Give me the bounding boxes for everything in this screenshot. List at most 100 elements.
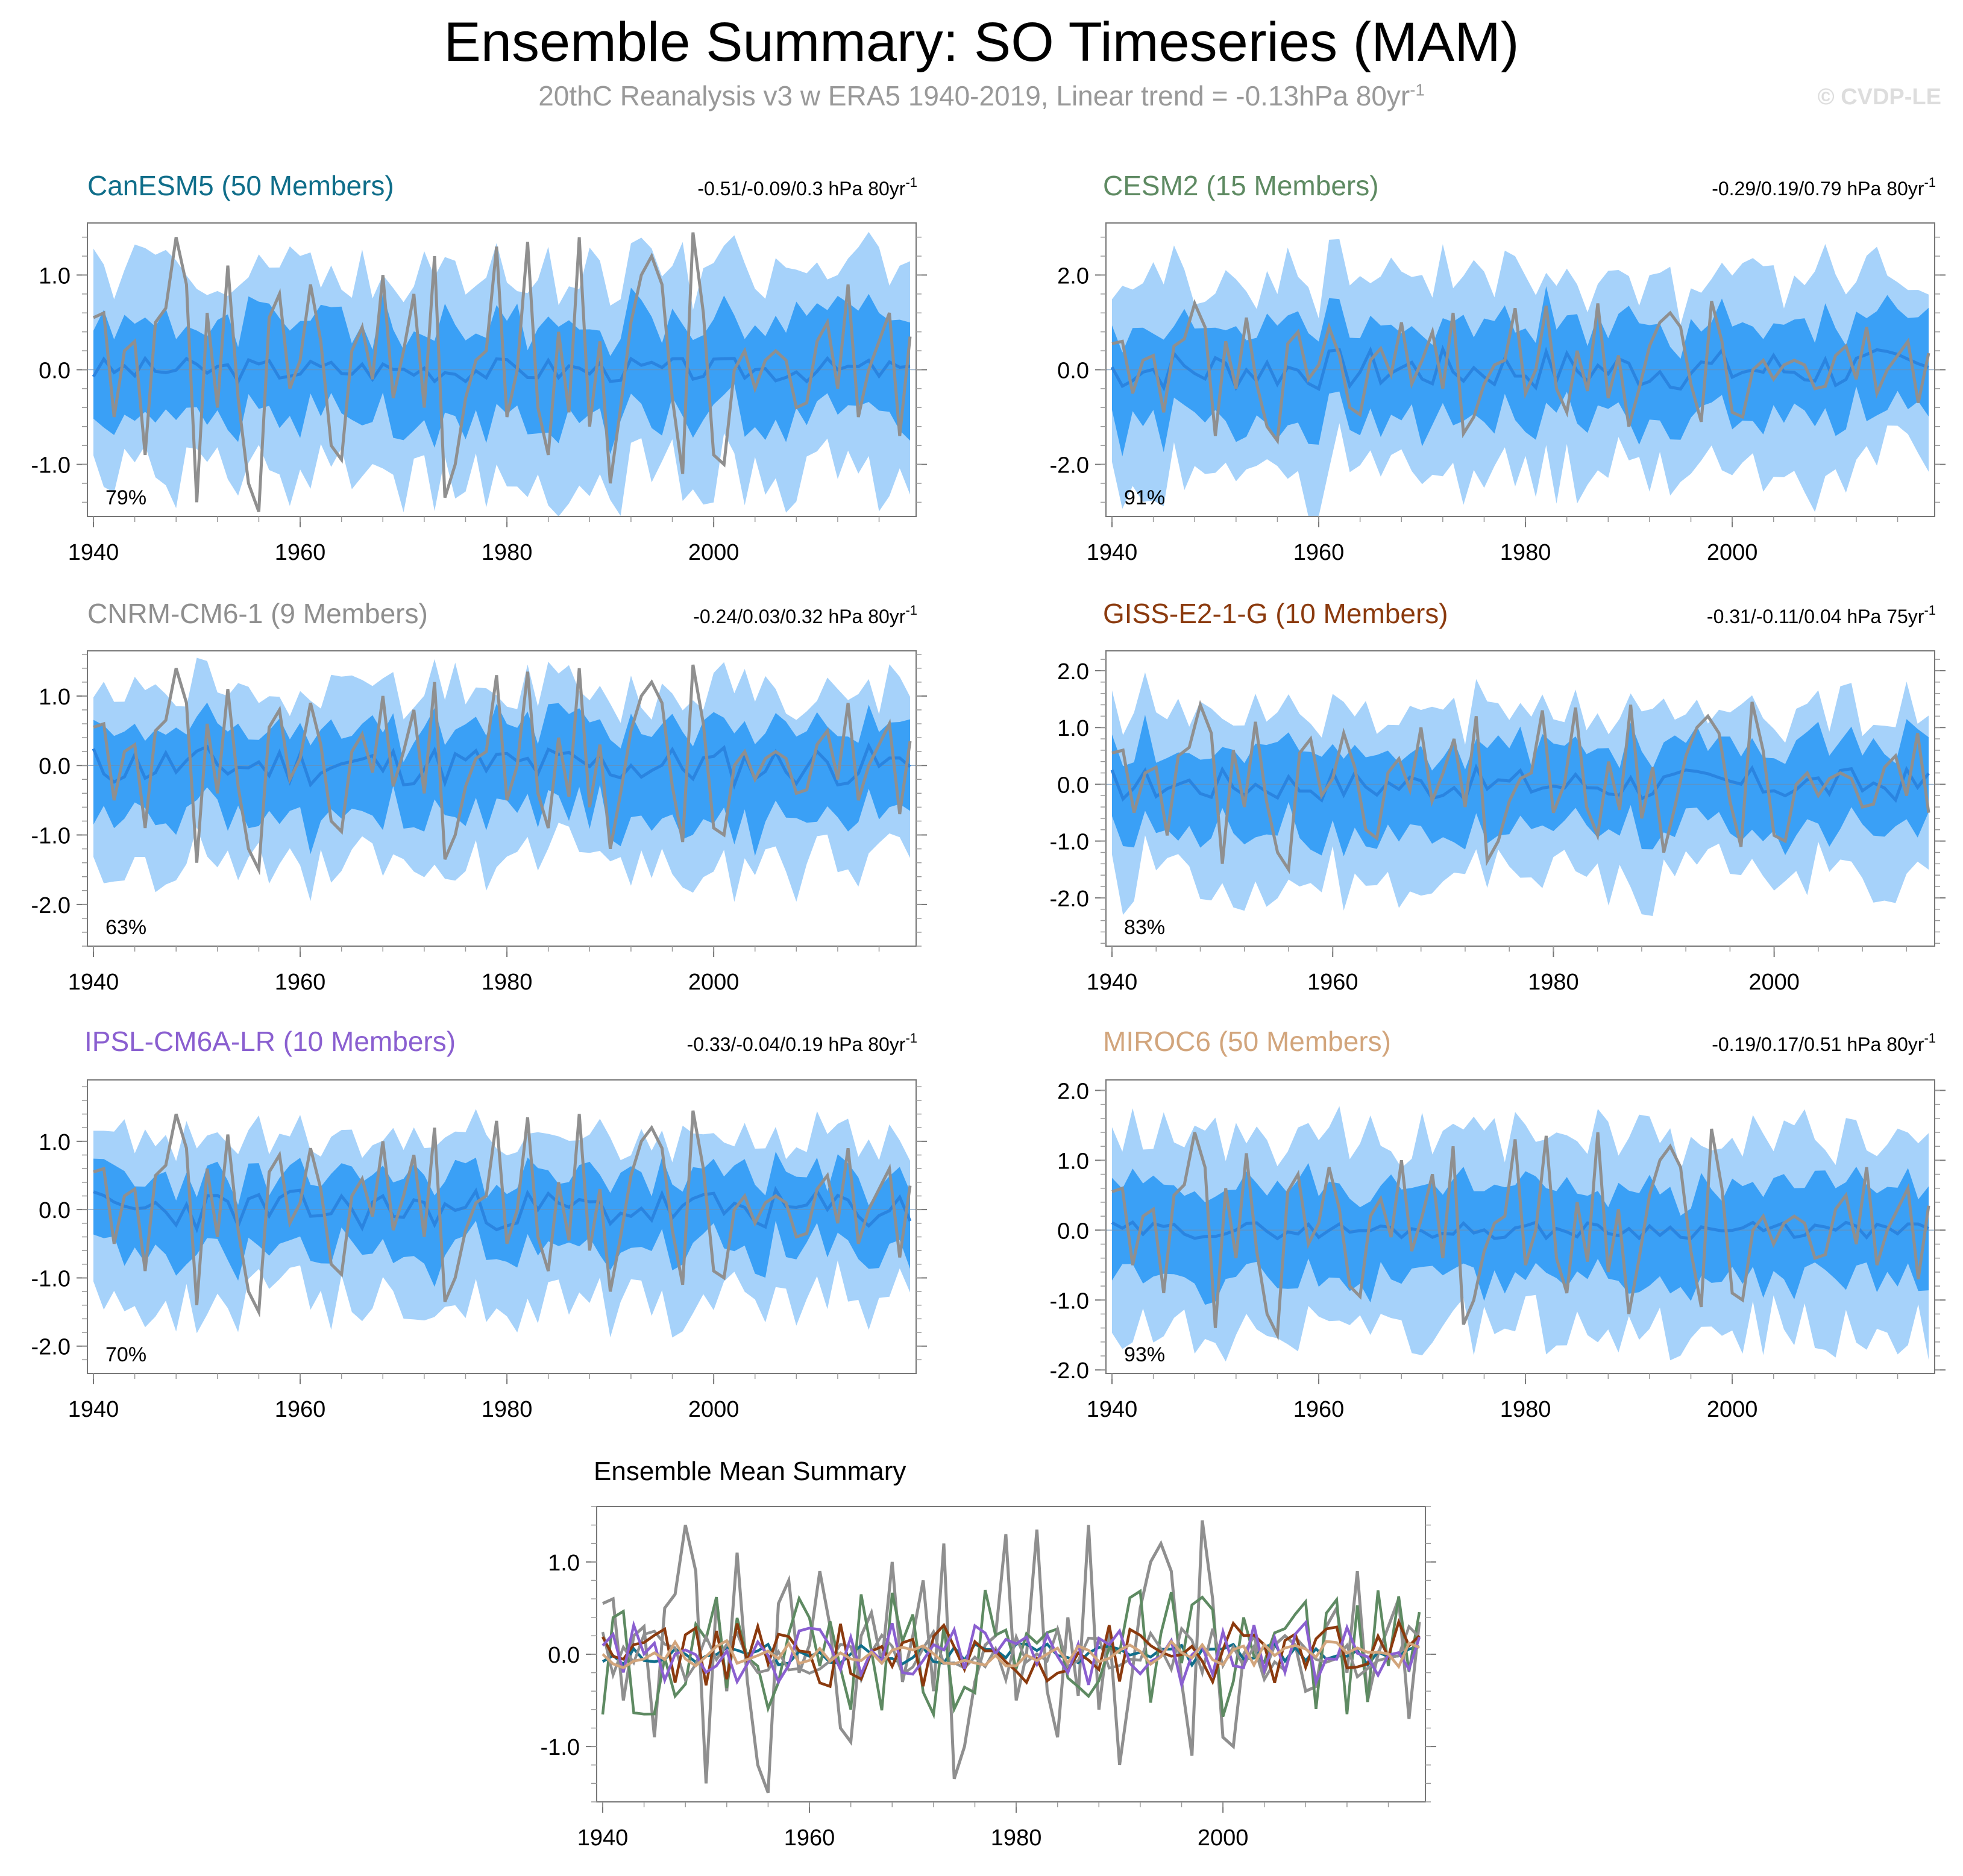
y-tick-label: 1.0 (1057, 716, 1089, 741)
x-tick-label: 2000 (688, 540, 740, 565)
x-tick-label: 1980 (1528, 970, 1579, 995)
ensemble-mean-line (92, 356, 911, 385)
y-tick-label: 0.0 (548, 1643, 580, 1668)
x-tick-label: 2000 (1198, 1825, 1249, 1851)
spread-band-inner (1112, 286, 1929, 457)
panel-title: IPSL-CM6A-LR (10 Members) (84, 1026, 456, 1057)
x-tick-label: 1940 (1087, 540, 1138, 565)
watermark: © CVDP-LE (1817, 84, 1941, 110)
chart-panel-cnrm: CNRM-CM6-1 (9 Members) -0.24/0.03/0.32 hP… (31, 598, 927, 995)
percent-label: 91% (1124, 486, 1165, 509)
y-tick-label: -1.0 (1050, 1288, 1089, 1314)
y-tick-label: 0.0 (1057, 1219, 1089, 1244)
trend-label: -0.31/-0.11/0.04 hPa 75yr-1 (1707, 603, 1936, 627)
summary-series-line (601, 1619, 1421, 1690)
x-tick-label: 2000 (688, 1397, 740, 1422)
plot-frame (1105, 1079, 1935, 1374)
x-tick-label: 1960 (275, 970, 326, 995)
observed-line (1111, 299, 1930, 445)
y-tick-label: 1.0 (39, 1130, 71, 1155)
panel-title: CanESM5 (50 Members) (87, 170, 394, 201)
panel-title: MIROC6 (50 Members) (1103, 1026, 1391, 1057)
panel-title: GISS-E2-1-G (10 Members) (1103, 598, 1448, 629)
x-tick-label: 2000 (1707, 540, 1758, 565)
x-tick-label: 1980 (482, 970, 533, 995)
y-tick-label: 1.0 (1057, 1149, 1089, 1174)
x-tick-label: 1980 (482, 540, 533, 565)
x-tick-label: 1960 (1293, 540, 1345, 565)
y-tick-label: 2.0 (1057, 659, 1089, 685)
chart-panel-giss: GISS-E2-1-G (10 Members) -0.31/-0.11/0.04… (1050, 598, 1946, 995)
trend-label: -0.33/-0.04/0.19 hPa 80yr-1 (687, 1031, 917, 1055)
plot-frame (87, 1079, 917, 1374)
x-tick-label: 1940 (68, 1397, 119, 1422)
summary-series-line (601, 1589, 1421, 1719)
x-tick-label: 1960 (275, 540, 326, 565)
y-tick-label: -2.0 (31, 1335, 71, 1360)
percent-label: 63% (105, 916, 146, 939)
x-tick-label: 2000 (688, 970, 740, 995)
spread-band-inner (1112, 1163, 1929, 1305)
chart-panel-cesm2: CESM2 (15 Members) -0.29/0.19/0.79 hPa 80… (1050, 170, 1946, 565)
x-tick-label: 1960 (1307, 970, 1358, 995)
ensemble-mean-line (1111, 1220, 1929, 1241)
main-title: Ensemble Summary: SO Timeseries (MAM) (444, 11, 1519, 73)
x-tick-label: 1980 (1500, 540, 1551, 565)
plot-frame (87, 650, 917, 947)
panel-title: CNRM-CM6-1 (9 Members) (87, 598, 428, 629)
chart-panel-canesm5: CanESM5 (50 Members) -0.51/-0.09/0.3 hPa … (31, 170, 927, 565)
y-tick-label: -1.0 (541, 1735, 580, 1760)
x-tick-label: 1980 (482, 1397, 533, 1422)
chart-panel-summary: Ensemble Mean Summary 1.0 0.0 -1.0 1940 1960 1… (541, 1457, 1436, 1851)
subtitle: 20thC Reanalysis v3 w ERA5 1940-2019, Li… (0, 80, 1963, 112)
panel-title: CESM2 (15 Members) (1103, 170, 1379, 201)
observed-line (1111, 1128, 1930, 1341)
x-tick-label: 1940 (577, 1825, 629, 1851)
x-tick-label: 1960 (275, 1397, 326, 1422)
subtitle-text: 20thC Reanalysis v3 w ERA5 1940-2019, Li… (538, 80, 1410, 111)
trend-label: -0.29/0.19/0.79 hPa 80yr-1 (1712, 175, 1936, 199)
plot-frame (1105, 650, 1935, 947)
y-tick-label: -1.0 (31, 453, 71, 478)
observed-line (93, 664, 912, 876)
y-tick-label: 0.0 (39, 359, 71, 384)
chart-panel-ipsl: IPSL-CM6A-LR (10 Members) -0.33/-0.04/0.1… (31, 1026, 927, 1422)
y-tick-label: 2.0 (1057, 263, 1089, 289)
percent-label: 79% (105, 486, 146, 509)
ensemble-mean-line (1110, 345, 1929, 392)
y-tick-label: -1.0 (31, 824, 71, 849)
y-tick-label: 0.0 (1057, 359, 1089, 384)
trend-label: -0.19/0.17/0.51 hPa 80yr-1 (1712, 1031, 1936, 1055)
percent-label: 83% (1124, 916, 1165, 939)
x-tick-label: 1980 (991, 1825, 1042, 1851)
subtitle-superscript: -1 (1410, 80, 1425, 99)
y-tick-label: 1.0 (39, 263, 71, 289)
observed-line (92, 232, 912, 512)
observed-line (1111, 700, 1930, 874)
x-tick-label: 1940 (68, 970, 119, 995)
y-tick-label: -2.0 (1050, 1358, 1089, 1384)
y-tick-label: 0.0 (39, 754, 71, 779)
y-tick-label: -1.0 (31, 1266, 71, 1291)
percent-label: 93% (1124, 1343, 1165, 1366)
y-tick-label: 0.0 (1057, 773, 1089, 798)
chart-panel-miroc6: MIROC6 (50 Members) -0.19/0.17/0.51 hPa 8… (1050, 1026, 1946, 1422)
y-tick-label: -2.0 (31, 893, 71, 918)
y-tick-label: 2.0 (1057, 1079, 1089, 1104)
y-tick-label: 0.0 (39, 1198, 71, 1223)
summary-series-line (601, 1520, 1421, 1793)
y-tick-label: 1.0 (548, 1551, 580, 1576)
panel-title: Ensemble Mean Summary (594, 1457, 906, 1486)
summary-series-line (601, 1639, 1420, 1669)
y-tick-label: -2.0 (1050, 453, 1089, 478)
y-tick-label: -2.0 (1050, 886, 1089, 912)
trend-label: -0.24/0.03/0.32 hPa 80yr-1 (693, 603, 917, 627)
trend-label: -0.51/-0.09/0.3 hPa 80yr-1 (697, 175, 917, 199)
y-tick-label: 1.0 (39, 685, 71, 710)
spread-band-inner (1112, 715, 1929, 856)
x-tick-label: 1940 (68, 540, 119, 565)
ensemble-mean-line (1110, 763, 1930, 803)
x-tick-label: 1940 (1087, 970, 1138, 995)
spread-band-inner (93, 287, 910, 454)
x-tick-label: 1960 (784, 1825, 835, 1851)
